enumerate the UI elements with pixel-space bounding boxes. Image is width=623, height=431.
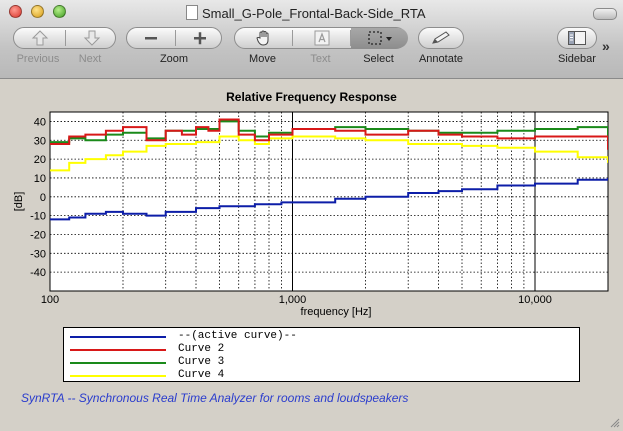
x-axis-label: frequency [Hz] (301, 306, 372, 318)
move-tool-button[interactable] (235, 28, 292, 48)
annotate-label: Annotate (418, 53, 464, 65)
zoom-group (126, 27, 222, 49)
select-label: Select (363, 53, 394, 65)
toolbar-toggle-button[interactable] (593, 8, 617, 20)
text-tool-button[interactable] (293, 28, 350, 48)
pencil-icon (432, 31, 450, 44)
legend-label: --(active curve)-- (178, 330, 297, 342)
legend-entry: Curve 2 (70, 343, 570, 356)
minus-icon (145, 37, 157, 40)
legend-label: Curve 3 (178, 356, 225, 368)
segment-divider (350, 30, 351, 46)
zoom-in-button[interactable] (176, 28, 223, 48)
marquee-select-icon (367, 31, 392, 45)
annotate-button[interactable] (418, 27, 464, 49)
previous-button[interactable] (14, 28, 65, 48)
x-tick-label: 100 (41, 294, 59, 306)
nav-group (13, 27, 116, 49)
y-tick-label: -20 (30, 229, 46, 241)
zoom-label: Zoom (159, 53, 189, 65)
document-icon (186, 5, 198, 20)
legend-label: Curve 2 (178, 343, 225, 355)
legend-label: Curve 4 (178, 369, 225, 381)
segment-divider (175, 30, 176, 46)
sidebar-label: Sidebar (558, 53, 596, 65)
sidebar-segment (558, 28, 596, 48)
y-tick-label: -10 (30, 211, 46, 223)
title-bar: Small_G-Pole_Frontal-Back-Side_RTA Previ… (0, 0, 623, 79)
move-label: Move (249, 53, 276, 65)
y-tick-label: 10 (34, 173, 46, 185)
sidebar-button[interactable] (557, 27, 597, 49)
window-title-text: Small_G-Pole_Frontal-Back-Side_RTA (202, 6, 426, 21)
minimize-button[interactable] (31, 5, 44, 18)
footer-caption: SynRTA -- Synchronous Real Time Analyzer… (21, 391, 409, 405)
window-title: Small_G-Pole_Frontal-Back-Side_RTA (186, 5, 426, 21)
y-tick-label: 20 (34, 154, 46, 166)
annotate-segment (419, 28, 463, 48)
x-tick-label: 1,000 (279, 294, 307, 306)
zoom-window-button[interactable] (53, 5, 66, 18)
previous-label: Previous (16, 53, 60, 65)
zoom-out-button[interactable] (127, 28, 175, 48)
series-line-1 (50, 177, 608, 221)
text-label: Text (310, 53, 331, 65)
plus-icon (193, 32, 206, 45)
legend-entry: Curve 3 (70, 356, 570, 369)
legend-entry: Curve 4 (70, 369, 570, 382)
text-icon (314, 30, 329, 46)
series-line-3 (50, 120, 608, 144)
chart-legend: --(active curve)-- Curve 2 Curve 3 Curve… (63, 327, 580, 382)
legend-swatch (70, 375, 166, 377)
next-button[interactable] (66, 28, 117, 48)
y-tick-label: 0 (40, 192, 46, 204)
segment-divider (65, 30, 66, 46)
next-label: Next (78, 53, 102, 65)
hand-icon (255, 30, 268, 46)
segment-divider (292, 30, 293, 46)
legend-entry: --(active curve)-- (70, 330, 570, 343)
select-tool-button[interactable] (351, 28, 408, 48)
series-line-2 (50, 118, 608, 150)
y-tick-label: 30 (34, 135, 46, 147)
tool-group (234, 27, 408, 49)
x-tick-label: 10,000 (518, 294, 552, 306)
legend-swatch (70, 336, 166, 338)
close-button[interactable] (9, 5, 22, 18)
toolbar-overflow-chevron-icon[interactable]: » (602, 38, 610, 54)
legend-swatch (70, 349, 166, 351)
sidebar-icon (568, 31, 586, 45)
y-tick-label: -30 (30, 248, 46, 260)
y-tick-label: 40 (34, 116, 46, 128)
chart-title: Relative Frequency Response (226, 90, 397, 104)
y-tick-label: -40 (30, 267, 46, 279)
y-axis-label: [dB] (13, 192, 25, 212)
arrow-down-icon (83, 30, 100, 46)
legend-swatch (70, 362, 166, 364)
series-line-4 (50, 135, 608, 172)
resize-grip-icon[interactable] (610, 418, 620, 428)
arrow-up-icon (31, 30, 48, 46)
